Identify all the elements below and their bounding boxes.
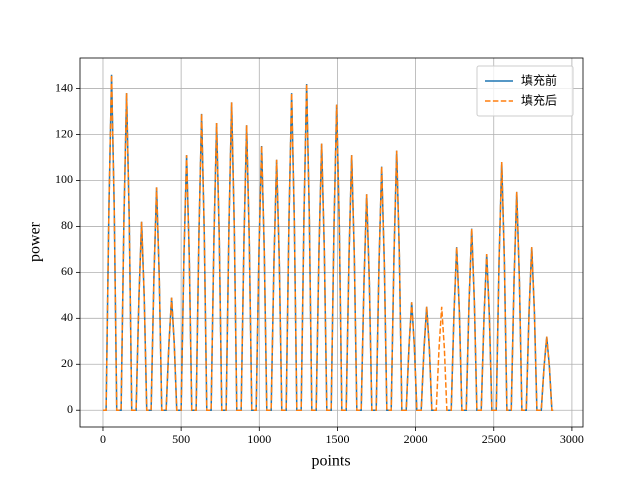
- y-tick-label: 100: [55, 172, 73, 186]
- plot-frame: [79, 57, 584, 428]
- y-tick-label: 80: [61, 218, 73, 232]
- legend-label: 填充后: [521, 93, 557, 108]
- x-axis-label: points: [311, 453, 350, 470]
- y-tick-label: 140: [55, 80, 73, 94]
- x-tick-label: 1000: [247, 432, 271, 446]
- x-tick-label: 3000: [560, 432, 584, 446]
- x-tick-label: 2000: [404, 432, 428, 446]
- x-tick-label: 2500: [482, 432, 506, 446]
- y-tick-label: 20: [61, 356, 73, 370]
- data-line: [102, 74, 554, 411]
- y-tick-label: 120: [55, 126, 73, 140]
- y-tick-label: 0: [67, 402, 73, 416]
- x-tick-label: 0: [100, 432, 106, 446]
- y-tick-label: 60: [61, 264, 73, 278]
- legend-box: [476, 65, 574, 117]
- x-tick-label: 1500: [325, 432, 349, 446]
- legend-label: 填充前: [521, 73, 557, 88]
- data-line: [102, 74, 554, 411]
- x-tick-label: 500: [172, 432, 190, 446]
- y-tick-label: 40: [61, 310, 73, 324]
- y-axis-label: power: [27, 221, 44, 262]
